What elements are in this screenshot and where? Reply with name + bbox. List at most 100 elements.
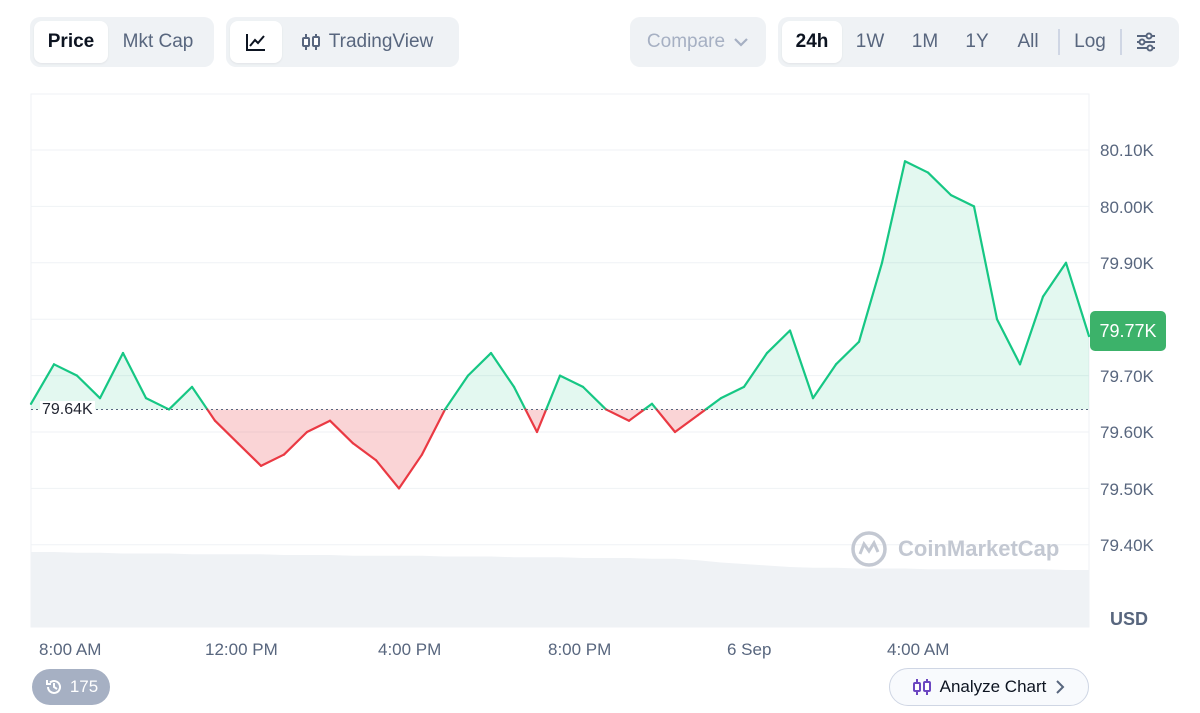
down-segment	[535, 408, 548, 434]
down-fill	[353, 409, 376, 461]
up-fill	[468, 353, 491, 410]
time-range-toggle: 24h 1W 1M 1Y All Log	[778, 17, 1179, 67]
line-chart-button[interactable]	[230, 21, 282, 63]
up-segment	[719, 385, 746, 400]
range-24h[interactable]: 24h	[782, 21, 842, 63]
up-segment	[512, 385, 527, 411]
up-segment	[834, 340, 861, 366]
up-fill	[123, 353, 146, 410]
x-tick-label: 8:00 AM	[39, 640, 102, 659]
range-1m[interactable]: 1M	[911, 31, 939, 52]
down-fill	[215, 409, 238, 444]
y-tick-label: 79.40K	[1100, 536, 1154, 555]
sliders-icon	[1135, 32, 1157, 52]
range-1y[interactable]: 1Y	[965, 31, 989, 52]
up-segment	[489, 351, 516, 388]
up-segment	[144, 397, 171, 411]
up-fill	[744, 353, 767, 410]
metric-toggle: Price Mkt Cap	[30, 17, 214, 67]
volume-area	[31, 552, 1089, 627]
open-price-label: 79.64K	[40, 401, 95, 419]
down-segment	[604, 408, 631, 422]
up-fill	[1066, 262, 1089, 410]
x-tick-label: 12:00 PM	[205, 640, 278, 659]
down-segment	[236, 442, 263, 467]
down-fill	[284, 409, 307, 455]
volume-area	[31, 552, 1089, 627]
range-all[interactable]: All	[1017, 31, 1039, 52]
chevron-right-icon	[1054, 679, 1066, 695]
up-segment	[880, 160, 907, 264]
down-segment	[627, 408, 646, 422]
up-fill	[905, 161, 928, 410]
up-segment	[742, 351, 769, 388]
chart-settings-button[interactable]	[1126, 21, 1166, 63]
up-segment	[811, 363, 838, 400]
up-segment	[558, 374, 585, 388]
y-tick-label: 80.10K	[1100, 141, 1154, 160]
up-fill	[560, 375, 583, 410]
down-fill	[376, 409, 399, 489]
up-segment	[167, 385, 194, 411]
up-segment	[765, 329, 792, 355]
y-tick-label: 79.50K	[1100, 480, 1154, 499]
up-segment	[98, 351, 125, 400]
y-tick-label: 79.70K	[1100, 367, 1154, 386]
compare-dropdown[interactable]: Compare	[630, 17, 766, 67]
up-fill	[882, 161, 905, 410]
log-toggle[interactable]: Log	[1074, 31, 1106, 52]
up-fill	[859, 262, 882, 410]
up-segment	[704, 397, 723, 411]
history-icon	[44, 677, 64, 697]
down-segment	[655, 408, 677, 434]
x-tick-label: 8:00 PM	[548, 640, 612, 659]
up-segment	[995, 318, 1022, 366]
down-segment	[420, 408, 447, 456]
down-fill	[261, 409, 284, 466]
candlestick-icon	[912, 677, 932, 697]
up-fill	[491, 353, 514, 410]
up-segment	[466, 351, 493, 377]
candlestick-icon	[301, 32, 321, 52]
down-segment	[524, 408, 539, 434]
tradingview-button[interactable]: TradingView	[282, 21, 452, 63]
down-segment	[328, 419, 355, 445]
up-segment	[903, 160, 930, 174]
up-fill	[100, 353, 123, 410]
x-tick-label: 6 Sep	[727, 640, 772, 659]
compare-label: Compare	[646, 31, 726, 52]
analyze-chart-button[interactable]: Analyze Chart	[889, 668, 1089, 706]
down-fill	[330, 409, 353, 444]
mkt-cap-tab[interactable]: Mkt Cap	[122, 31, 194, 52]
up-fill	[721, 386, 744, 410]
up-segment	[972, 205, 999, 321]
up-fill	[928, 172, 951, 410]
x-tick-label: 4:00 AM	[887, 640, 950, 659]
price-tab[interactable]: Price	[34, 21, 108, 63]
up-segment	[52, 363, 79, 377]
up-fill	[836, 341, 859, 410]
price-area	[31, 161, 1089, 489]
up-fill	[767, 330, 790, 410]
analyze-chart-label: Analyze Chart	[939, 677, 1047, 696]
range-1w[interactable]: 1W	[855, 31, 885, 52]
up-segment	[1064, 261, 1091, 338]
chart-type-toggle: TradingView	[226, 17, 459, 67]
watermark-text: CoinMarketCap	[898, 536, 1060, 561]
up-fill	[54, 364, 77, 410]
price-line	[29, 160, 1091, 490]
up-fill	[997, 319, 1020, 410]
down-segment	[305, 419, 332, 434]
up-segment	[1018, 295, 1045, 366]
up-fill	[813, 364, 836, 410]
up-fill	[1020, 296, 1043, 410]
up-segment	[75, 374, 102, 400]
down-segment	[696, 408, 707, 417]
history-button[interactable]: 175	[32, 669, 110, 705]
down-segment	[673, 413, 700, 434]
up-fill	[974, 206, 997, 410]
up-segment	[545, 374, 562, 411]
down-segment	[282, 430, 309, 456]
up-fill	[951, 195, 974, 410]
